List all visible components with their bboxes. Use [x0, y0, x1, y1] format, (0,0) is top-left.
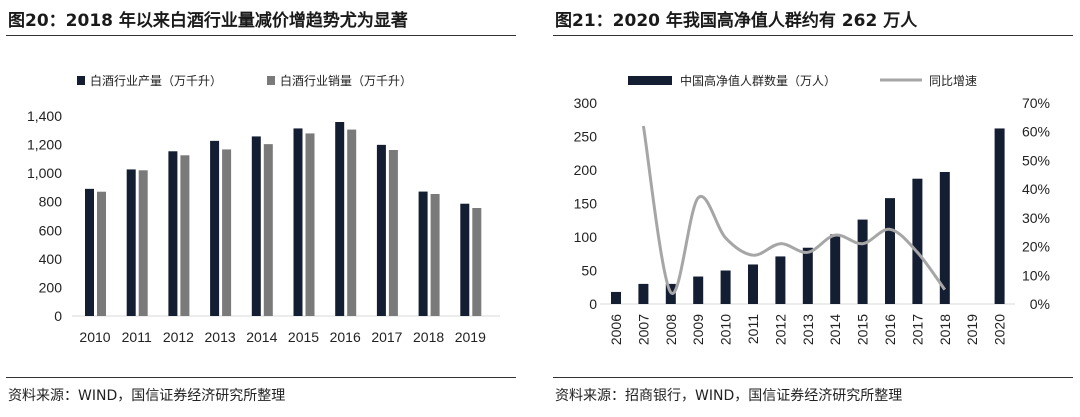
right-bar [857, 219, 868, 304]
left-bar-production [376, 144, 386, 316]
left-y-tick-label: 200 [39, 279, 63, 295]
right-source-rule [553, 377, 1073, 378]
right-y2-tick-label: 60% [1022, 124, 1050, 140]
right-x-tick-label: 2007 [635, 314, 651, 345]
left-x-tick-label: 2013 [205, 329, 236, 345]
right-x-tick-label: 2006 [608, 314, 624, 345]
right-y2-tick-label: 70% [1022, 95, 1050, 111]
right-bar [939, 172, 950, 304]
right-y2-tick-label: 20% [1022, 239, 1050, 255]
right-x-tick-label: 2014 [827, 314, 843, 345]
right-bar [611, 291, 621, 304]
right-x-tick-label: 2010 [718, 314, 734, 345]
left-bar-sales [347, 129, 357, 316]
right-bar [638, 283, 649, 304]
right-legend-swatch-bar [628, 76, 672, 85]
right-legend-label: 中国高净值人群数量（万人） [680, 73, 836, 88]
right-x-tick-label: 2008 [663, 314, 679, 345]
right-x-tick-label: 2013 [800, 314, 816, 345]
right-bar [994, 128, 1005, 304]
right-y2-tick-label: 30% [1022, 210, 1050, 226]
right-bar [775, 256, 786, 304]
right-bar [885, 198, 895, 304]
right-bar [720, 270, 731, 304]
right-x-tick-label: 2016 [882, 314, 898, 345]
left-bar-production [293, 128, 303, 316]
right-x-tick-label: 2017 [909, 314, 925, 345]
right-x-tick-label: 2019 [964, 314, 980, 345]
left-y-tick-label: 400 [39, 251, 63, 267]
left-y-tick-label: 0 [54, 308, 62, 324]
left-bar-sales [430, 194, 440, 316]
right-y-tick-label: 0 [589, 296, 597, 312]
left-y-tick-label: 1,000 [27, 165, 62, 181]
left-x-tick-label: 2018 [413, 329, 444, 345]
left-bar-sales [180, 155, 190, 316]
left-x-tick-label: 2010 [79, 329, 110, 345]
right-y2-tick-label: 10% [1022, 267, 1050, 283]
left-bar-production [168, 151, 178, 316]
right-y-tick-label: 300 [574, 95, 598, 111]
left-bar-production [335, 122, 345, 316]
right-y-tick-label: 50 [581, 263, 597, 279]
right-x-tick-label: 2018 [937, 314, 953, 345]
left-source: 资料来源：WIND，国信证券经济研究所整理 [8, 388, 286, 404]
right-y-tick-label: 150 [574, 196, 598, 212]
left-x-tick-label: 2011 [122, 329, 152, 345]
left-bar-production [418, 191, 428, 316]
right-x-tick-label: 2012 [772, 314, 788, 345]
right-y2-tick-label: 0% [1030, 296, 1050, 312]
right-y-tick-label: 250 [574, 129, 598, 145]
right-legend-label: 同比增速 [929, 74, 977, 88]
left-title-rule [6, 35, 516, 36]
right-y-tick-label: 100 [574, 229, 598, 245]
right-source: 资料来源：招商银行，WIND，国信证券经济研究所整理 [555, 388, 903, 404]
right-figure-title: 图21：2020 年我国高净值人群约有 262 万人 [555, 11, 918, 31]
left-y-tick-label: 1,400 [27, 108, 62, 124]
right-bar [830, 234, 841, 304]
right-bar [693, 276, 704, 304]
left-legend-label: 白酒行业产量（万千升） [90, 73, 222, 88]
left-bar-sales [97, 191, 106, 316]
left-figure-title: 图20：2018 年以来白酒行业量减价增趋势尤为显著 [8, 11, 408, 31]
right-growth-line [641, 125, 947, 295]
left-y-tick-label: 600 [39, 222, 63, 238]
right-y2-tick-label: 40% [1022, 181, 1050, 197]
right-x-tick-label: 2015 [855, 314, 871, 345]
left-x-tick-label: 2015 [288, 329, 319, 345]
left-bar-sales [138, 170, 148, 316]
left-x-tick-label: 2019 [455, 329, 486, 345]
left-bar-production [210, 140, 220, 316]
left-bar-production [460, 203, 470, 316]
right-y2-tick-label: 50% [1022, 152, 1050, 168]
left-bar-sales [263, 144, 273, 316]
right-x-tick-label: 2011 [745, 314, 761, 344]
left-legend-label: 白酒行业销量（万千升） [280, 73, 412, 88]
left-bar-sales [222, 149, 232, 316]
left-x-tick-label: 2016 [330, 329, 361, 345]
left-source-rule [6, 377, 516, 378]
right-bar [802, 247, 813, 304]
left-legend-swatch [77, 76, 85, 85]
right-bar [912, 178, 923, 304]
left-bar-production [251, 136, 261, 316]
left-x-tick-label: 2017 [371, 329, 402, 345]
left-x-tick-label: 2014 [246, 329, 277, 345]
left-bar-sales [472, 208, 482, 316]
left-bar-sales [388, 150, 398, 316]
left-bar-production [85, 188, 94, 316]
left-y-tick-label: 800 [39, 194, 63, 210]
left-bar-sales [305, 133, 315, 316]
left-y-tick-label: 1,200 [27, 137, 62, 153]
right-x-tick-label: 2020 [992, 314, 1008, 345]
left-x-tick-label: 2012 [163, 329, 194, 345]
right-title-rule [553, 35, 1073, 36]
right-x-tick-label: 2009 [690, 314, 706, 345]
left-legend-swatch [267, 76, 275, 85]
right-y-tick-label: 200 [574, 162, 598, 178]
right-bar [748, 264, 758, 304]
left-bar-production [126, 169, 136, 316]
